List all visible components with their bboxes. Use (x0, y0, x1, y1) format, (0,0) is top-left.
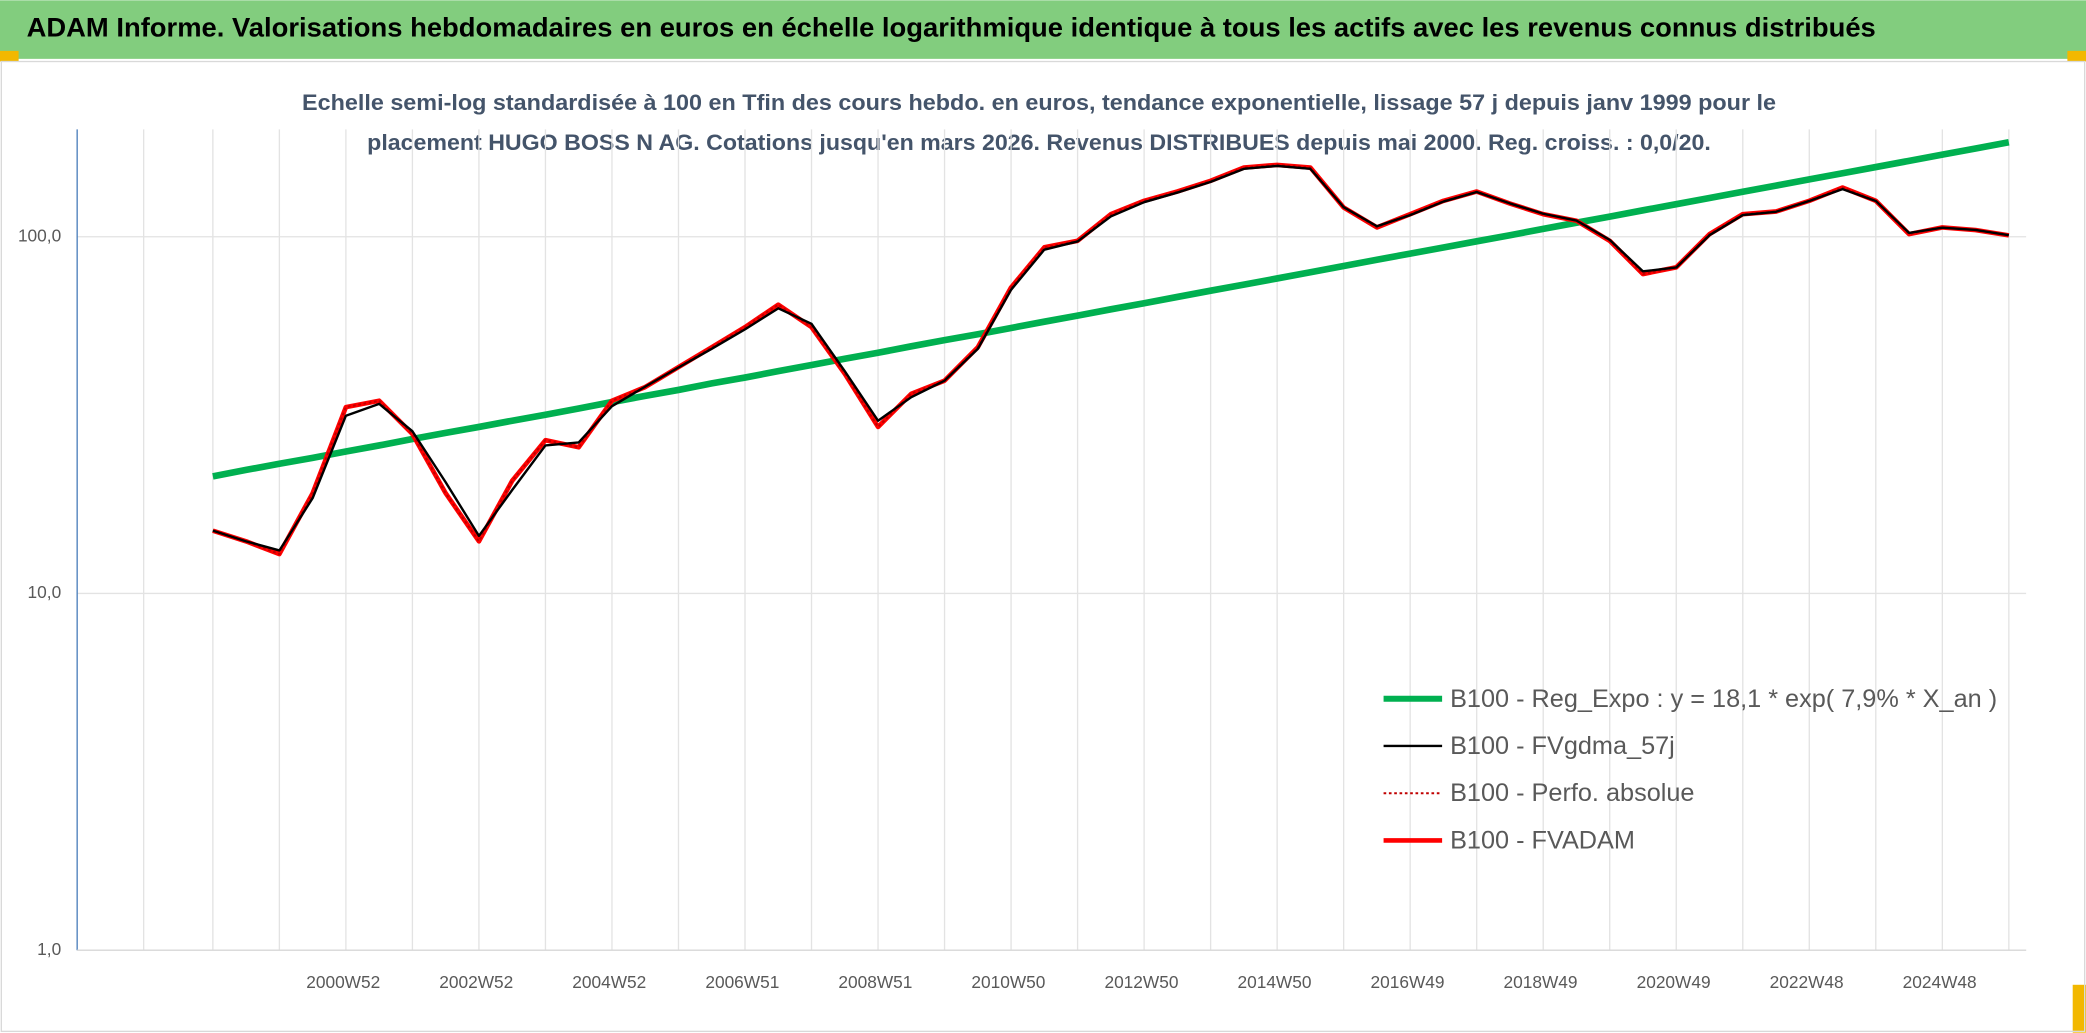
x-tick-label: 2006W51 (705, 972, 779, 992)
legend-label: B100 - Perfo. absolue (1450, 779, 1694, 807)
y-tick-label: 1,0 (37, 939, 61, 959)
chart-subtitle: Echelle semi-log standardisée à 100 en T… (302, 90, 1776, 115)
x-tick-label: 2010W50 (971, 972, 1045, 992)
x-tick-label: 2016W49 (1371, 972, 1445, 992)
x-tick-label: 2022W48 (1770, 972, 1844, 992)
x-tick-label: 2014W50 (1237, 972, 1311, 992)
x-tick-label: 2002W52 (439, 972, 513, 992)
legend-label: B100 - Reg_Expo : y = 18,1 * exp( 7,9% *… (1450, 685, 1997, 713)
chart-title: ADAM Informe. Valorisations hebdomadaire… (27, 13, 1876, 43)
chart-subtitle: placement HUGO BOSS N AG. Cotations jusq… (367, 130, 1711, 155)
x-tick-label: 2000W52 (306, 972, 380, 992)
x-tick-label: 2024W48 (1903, 972, 1977, 992)
legend-label: B100 - FVgdma_57j (1450, 732, 1675, 760)
corner (2072, 984, 2086, 1033)
x-tick-label: 2020W49 (1637, 972, 1711, 992)
y-tick-label: 100,0 (18, 225, 61, 245)
x-tick-label: 2012W50 (1104, 972, 1178, 992)
title-bar (0, 0, 2086, 59)
series-line (212, 139, 2010, 480)
x-tick-label: 2008W51 (838, 972, 912, 992)
series-line (212, 164, 2010, 552)
corner (2067, 50, 2086, 62)
corner (0, 50, 19, 62)
legend-label: B100 - FVADAM (1450, 826, 1635, 854)
frame (0, 60, 2086, 1033)
x-tick-label: 2004W52 (572, 972, 646, 992)
y-tick-label: 10,0 (28, 582, 62, 602)
x-tick-label: 2018W49 (1504, 972, 1578, 992)
